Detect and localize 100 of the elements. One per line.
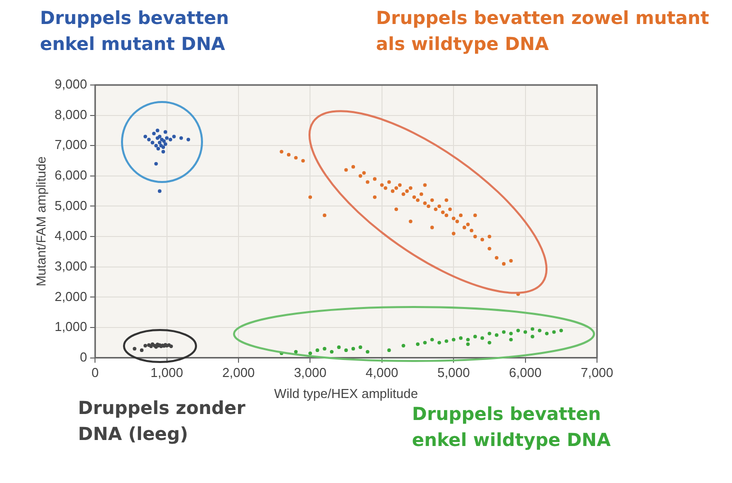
- y-tick-label: 7,000: [54, 137, 88, 152]
- x-tick-label: 3,000: [294, 365, 326, 380]
- y-tick-label: 8,000: [54, 106, 88, 122]
- point: [494, 333, 498, 337]
- point: [384, 186, 388, 190]
- point: [488, 340, 492, 344]
- point: [444, 339, 448, 343]
- point: [158, 140, 162, 144]
- point: [308, 351, 312, 356]
- point: [398, 183, 402, 187]
- point: [408, 220, 412, 224]
- point: [516, 328, 520, 332]
- point: [168, 138, 172, 142]
- text: Druppels bevatten enkel wildtype DNA: [412, 403, 612, 453]
- point: [509, 332, 513, 336]
- point: [344, 348, 348, 352]
- text: Druppels zonder DNA (leeg): [78, 398, 246, 445]
- point: [387, 348, 391, 352]
- point: [154, 162, 158, 166]
- point: [172, 134, 176, 138]
- point: [458, 214, 463, 218]
- y-tick-label: 6,000: [54, 168, 88, 183]
- point: [322, 346, 326, 351]
- point: [294, 350, 298, 354]
- point: [156, 146, 160, 150]
- point: [294, 156, 298, 160]
- y-tick-label: 2,000: [54, 288, 88, 304]
- point: [488, 332, 492, 336]
- point: [186, 138, 190, 142]
- point: [402, 192, 406, 196]
- x-tick-label: 1,000: [150, 365, 184, 380]
- point: [430, 198, 434, 202]
- point: [444, 198, 448, 202]
- point: [488, 246, 492, 250]
- point: [412, 195, 416, 199]
- point: [530, 334, 534, 338]
- point: [150, 140, 154, 144]
- point: [156, 128, 160, 132]
- point: [466, 342, 470, 346]
- x-tick-label: 4,000: [366, 365, 398, 380]
- point: [322, 214, 326, 218]
- x-tick-label: 2,000: [222, 365, 255, 380]
- point: [466, 338, 470, 342]
- x-axis-title: Wild type/HEX amplitude: [274, 386, 418, 401]
- point: [144, 134, 148, 138]
- text: Druppels bevatten zowel mutant als wildtype DNA: [376, 7, 710, 57]
- point: [559, 328, 563, 332]
- point: [452, 216, 456, 220]
- point: [394, 207, 398, 212]
- point: [161, 150, 166, 154]
- point: [390, 189, 394, 193]
- point: [423, 340, 427, 344]
- y-tick-label: 3,000: [54, 258, 88, 274]
- point: [545, 332, 549, 336]
- point: [434, 207, 438, 212]
- point: [502, 330, 506, 334]
- y-tick-label: 9,000: [54, 76, 88, 92]
- point: [372, 195, 377, 199]
- point: [488, 234, 492, 238]
- point: [473, 334, 477, 338]
- point: [351, 346, 356, 351]
- point: [132, 346, 136, 351]
- point: [441, 210, 445, 214]
- point: [358, 174, 362, 178]
- point: [144, 344, 148, 348]
- y-tick-label: 1,000: [54, 319, 88, 334]
- point: [455, 220, 459, 224]
- point: [358, 345, 362, 349]
- point: [452, 338, 456, 342]
- x-tick-label: 7,000: [580, 365, 614, 380]
- point: [165, 136, 169, 140]
- point: [480, 238, 484, 242]
- point: [420, 192, 424, 196]
- point: [452, 232, 456, 236]
- point: [316, 348, 320, 352]
- point: [362, 171, 366, 175]
- point: [437, 340, 442, 344]
- point: [502, 262, 506, 266]
- point: [380, 183, 384, 187]
- point: [280, 150, 284, 154]
- point: [494, 256, 498, 260]
- point: [552, 330, 556, 334]
- point: [344, 168, 348, 172]
- point: [524, 330, 528, 334]
- point: [152, 132, 156, 136]
- x-tick-label: 0: [92, 365, 99, 380]
- point: [308, 195, 312, 199]
- point: [140, 348, 144, 352]
- point: [408, 186, 412, 190]
- point: [416, 342, 420, 346]
- point: [426, 204, 430, 208]
- point: [462, 226, 466, 230]
- point: [372, 177, 377, 181]
- point: [437, 204, 442, 208]
- point: [330, 350, 334, 354]
- point: [405, 189, 409, 193]
- y-tick-label: 5,000: [54, 198, 88, 213]
- point: [423, 201, 427, 206]
- point: [286, 152, 291, 157]
- point: [301, 158, 305, 163]
